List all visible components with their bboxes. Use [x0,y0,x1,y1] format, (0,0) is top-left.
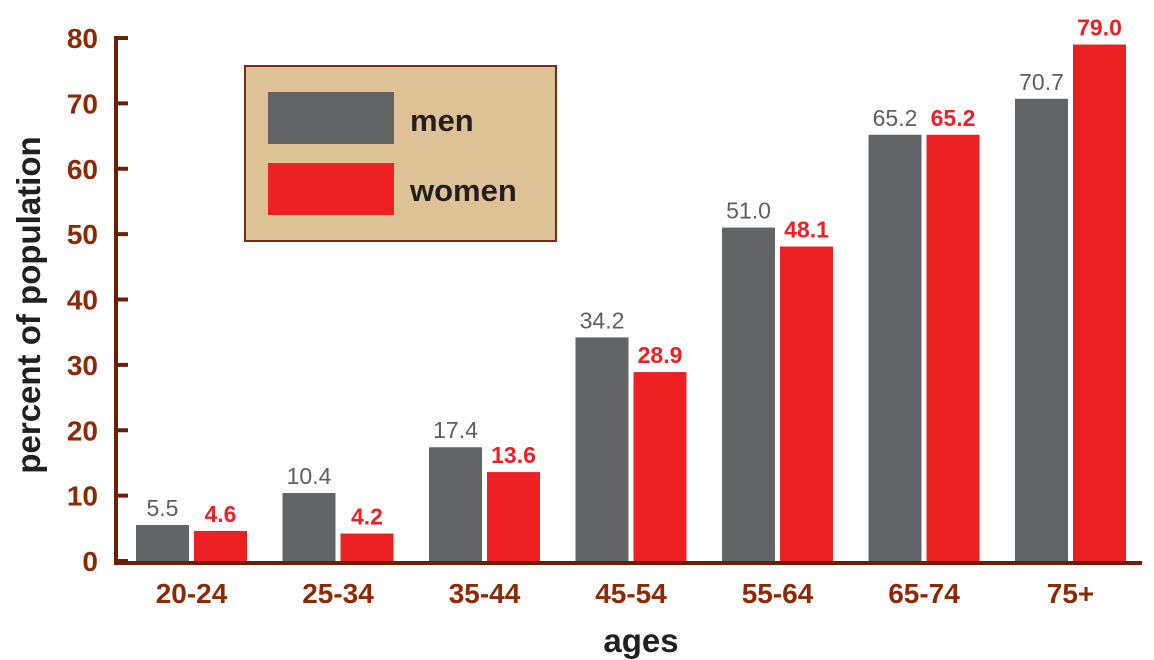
legend: men women [244,65,557,242]
x-tick-label: 65-74 [888,578,960,609]
data-label-women-65-74: 65.2 [931,105,976,131]
data-label-men-20-24: 5.5 [147,495,179,521]
data-label-men-65-74: 65.2 [873,105,918,131]
x-tick-labels: 20-24 25-34 35-44 45-54 55-64 65-74 75+ [156,578,1095,609]
legend-label-men: men [410,103,474,138]
bar-women-25-34 [340,533,394,561]
data-label-women-55-64: 48.1 [784,217,829,243]
y-tick-label: 70 [67,88,98,119]
bar-women-75+ [1073,44,1126,562]
y-tick-label: 10 [67,481,98,512]
bars: 5.5 4.6 10.4 4.2 17.4 13.6 34.2 28.9 51.0 48.1 65.… [136,15,1126,562]
bar-men-75+ [1015,98,1068,561]
y-tick-label: 50 [67,219,98,250]
legend-swatch-men [268,92,394,144]
data-label-women-75+: 79.0 [1077,15,1122,41]
bar-women-45-54 [633,372,687,561]
bar-women-65-74 [926,134,980,561]
data-label-men-75+: 70.7 [1019,69,1064,95]
data-label-men-55-64: 51.0 [726,198,771,224]
y-axis-title: percent of population [10,136,47,473]
bar-women-55-64 [780,246,833,561]
y-tick-label: 60 [67,154,98,185]
bar-women-35-44 [487,472,540,561]
bar-women-20-24 [194,530,247,561]
data-label-women-25-34: 4.2 [351,504,383,530]
x-tick-label: 25-34 [302,578,374,609]
y-tick-label: 80 [67,23,98,54]
bar-men-65-74 [868,134,922,561]
y-ticks: 0 10 20 30 40 50 60 70 80 [67,23,128,577]
y-tick-label: 0 [82,546,98,577]
bar-men-35-44 [429,447,482,561]
data-label-men-35-44: 17.4 [433,417,478,443]
x-tick-label: 20-24 [156,578,228,609]
y-tick-label: 30 [67,350,98,381]
bar-men-20-24 [136,525,189,561]
x-tick-label: 55-64 [742,578,814,609]
data-label-women-20-24: 4.6 [205,501,237,527]
data-label-women-45-54: 28.9 [638,342,683,368]
data-label-women-35-44: 13.6 [491,442,536,468]
legend-label-women: women [409,173,517,208]
x-tick-label: 35-44 [449,578,521,609]
y-tick-label: 20 [67,415,98,446]
x-tick-label: 75+ [1047,578,1095,609]
legend-swatch-women [268,163,394,215]
data-label-men-45-54: 34.2 [580,307,625,333]
bar-men-45-54 [575,337,629,561]
y-tick-label: 40 [67,285,98,316]
data-label-men-25-34: 10.4 [287,463,332,489]
x-axis-title: ages [603,622,678,659]
x-tick-label: 45-54 [595,578,667,609]
bar-men-55-64 [722,227,775,561]
bar-men-25-34 [282,493,336,561]
